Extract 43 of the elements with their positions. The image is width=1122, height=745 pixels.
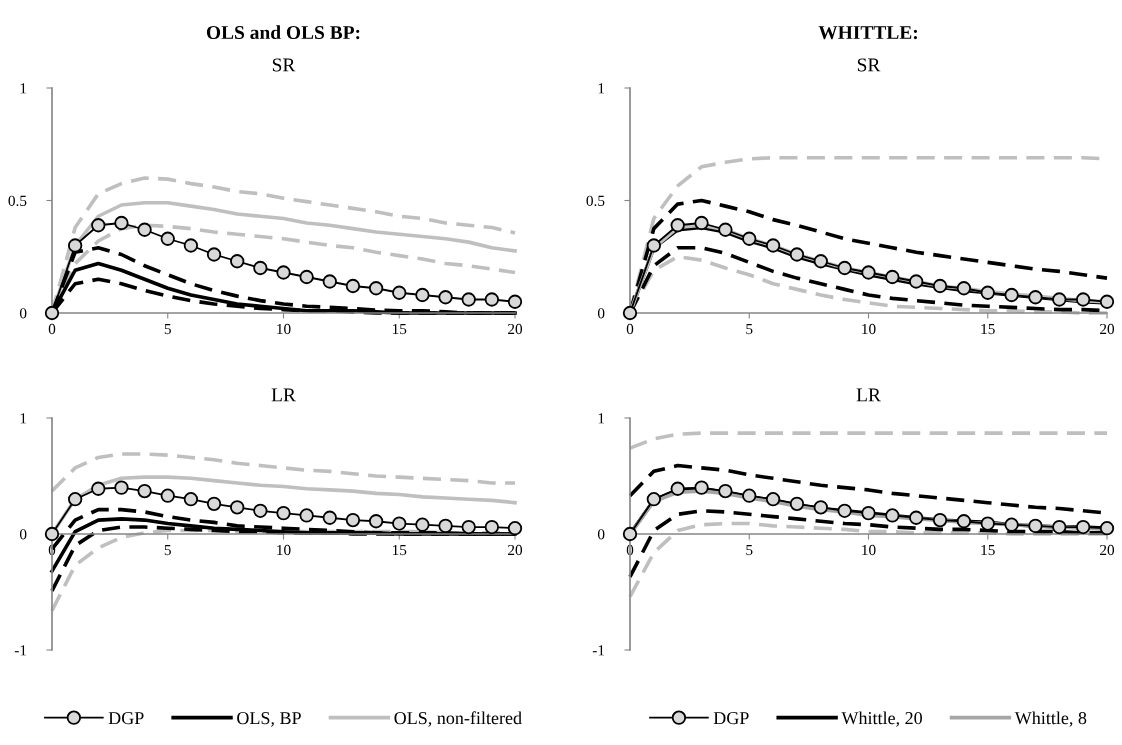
y-tick-label: 0 [597, 308, 605, 319]
legend-label: Whittle, 8 [1014, 711, 1087, 727]
legend-label: OLS, BP [237, 712, 301, 727]
x-tick-label: 10 [277, 323, 291, 335]
chart-subtitle: SR [857, 58, 881, 72]
y-tick-label: 1 [598, 413, 605, 424]
legend-label: DGP [108, 712, 144, 725]
chart-title: LR [856, 388, 881, 402]
x-tick-label: 0 [626, 544, 634, 556]
chart-subtitle: SR [272, 58, 296, 72]
chart-title: LR [271, 388, 296, 402]
x-tick-label: 20 [508, 544, 523, 556]
chart-title: OLS and OLS BP: [206, 25, 360, 40]
x-tick-label: 5 [164, 545, 171, 556]
legend-label: OLS, non-filtered [394, 711, 522, 727]
x-tick-label: 0 [626, 323, 634, 335]
y-tick-label: 1 [598, 83, 605, 94]
y-tick-label: 0 [19, 308, 27, 319]
x-tick-label: 10 [277, 544, 291, 556]
x-tick-label: 10 [862, 323, 876, 335]
x-tick-label: 15 [981, 323, 995, 335]
x-tick-label: 5 [164, 324, 171, 335]
x-tick-label: 10 [862, 544, 876, 556]
y-tick-label: -1 [14, 645, 27, 656]
chart-title: WHITTLE: [818, 26, 917, 40]
y-tick-label: 0 [19, 529, 27, 540]
legend-label: DGP [713, 712, 749, 725]
x-tick-label: 5 [746, 324, 753, 335]
y-tick-label: -1 [592, 645, 605, 656]
x-tick-label: 5 [746, 545, 753, 556]
x-tick-label: 20 [508, 323, 523, 335]
x-tick-label: 15 [392, 323, 407, 335]
x-tick-label: 0 [48, 323, 56, 335]
y-tick-label: 0.5 [586, 195, 605, 207]
y-tick-label: 0.5 [8, 195, 27, 207]
legend-label: Whittle, 20 [841, 711, 922, 727]
y-tick-label: 1 [20, 83, 27, 94]
x-tick-label: 15 [981, 544, 995, 556]
x-tick-label: 15 [392, 544, 407, 556]
x-tick-label: 20 [1100, 323, 1115, 335]
x-tick-label: 20 [1100, 544, 1115, 556]
y-tick-label: 1 [20, 413, 27, 424]
y-tick-label: 0 [597, 529, 605, 540]
